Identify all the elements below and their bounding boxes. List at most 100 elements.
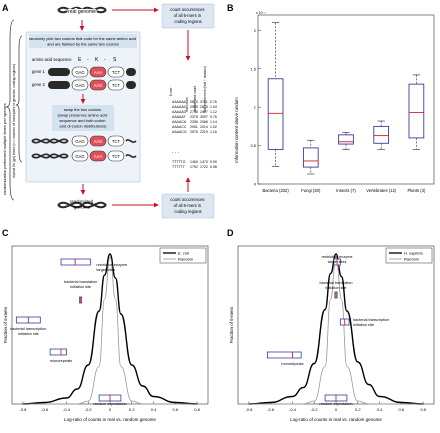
xtick-label: -0.8 [245,407,253,412]
panel-label-a: A [2,3,9,13]
pick-box-text: randomly pick two codons that code for t… [29,36,138,47]
annotation-label: monorepeats [50,359,72,363]
randomized-genome-label: randomized genome [70,199,95,210]
table-cell: 3097 [200,115,208,119]
b-ytick-label: 0.5 [250,143,256,148]
table-cell: 2738 [190,110,198,114]
series-line-random [22,256,198,405]
table-cell: AAAAAG [172,110,187,114]
interval-box [266,351,302,359]
xtick-label: 0.2 [129,407,135,412]
annotation-label: target sites [96,268,115,272]
table-cell: 1.04 [210,105,217,109]
table-cell: 1722 [200,165,208,169]
ylabel: Fraction of 6-mers [3,306,8,343]
b-category-label: Vertebrates (12) [366,188,397,193]
side-outer-label: randomization performed multiple times p… [2,103,7,195]
table-cell: 3751 [200,100,208,104]
annotation-label: restriction enzyme [96,263,127,267]
b-box [338,134,354,145]
annotation-label: initiation site [353,323,374,327]
table-cell: 1.14 [210,120,217,124]
xtick-label: 0.4 [377,407,383,412]
table-cell: 2376 [190,115,198,119]
b-ytick-label: 2 [254,28,257,33]
after-gene1: GAG AAG TCT [31,135,137,147]
g1-codon-1: GAG [75,70,84,75]
table-cell: AAAAAT [172,115,186,119]
b-category-label: Fungi (30) [301,188,321,193]
interval-box [49,348,67,356]
xtick-label: 0 [109,407,112,412]
table-cell: 2576 [190,130,198,134]
svg-text:AAG: AAG [94,139,103,144]
table-headers: 6-mer real count randomized count fold enri… [169,66,207,112]
panel-b-boxplot: x 10⁻³ Information content above random … [234,11,435,193]
table-header: fold enrichment (real ÷ random) [203,66,207,112]
table-cell: 0.76 [210,100,217,104]
xtick-label: -0.6 [41,407,49,412]
b-box [267,78,284,150]
gene1-codons: GAG AAA TCT [48,66,136,78]
amino-acid-label: amino acid sequence [32,57,72,62]
table-cell: 2066 [200,120,208,124]
table-cell: 1.16 [210,130,217,134]
table-cell: 0.99 [210,160,217,164]
table-cell: 2427 [200,110,208,114]
panel-c-distribution: -0.8 -0.6 -0.4 -0.2 0 0.2 0.4 0.6 0.8 Log-ratio o… [3,245,209,422]
xtick-label: 0.6 [399,407,405,412]
annotation-label: initiation site [70,285,91,289]
annotation-label: monorepeats [281,362,303,366]
b-axes-frame [257,14,435,185]
table-cell: AAAACC [172,125,187,129]
xtick-label: -0.4 [63,407,71,412]
helix-real-icon [57,6,107,14]
svg-text:TCT: TCT [112,154,121,159]
annotation-label: restriction enzyme [322,255,353,259]
table-cell: 1470 [200,160,208,164]
interval-box [60,258,91,266]
swap-box-text: swap the two codons (swap preserves amin… [58,107,109,129]
table-cell: 2336 [190,120,198,124]
table-header: real count [185,97,189,112]
panel-a: real genome real genome count occurrence… [2,3,217,219]
table-ellipsis: . . . [172,149,179,155]
annotation-label: bacterial transcription [10,327,46,331]
annotation-label: initiation site [326,286,347,290]
after-gene2: GAG AAA TCT [31,150,137,162]
xtick-label: -0.2 [311,407,319,412]
panel-label-c: C [2,228,9,238]
panel-d-distribution: -0.8 -0.6 -0.4 -0.2 0 0.2 0.4 0.6 0.8 Log-ratio o… [229,245,435,422]
xtick-label: 0.4 [151,407,157,412]
legend-label-species: E. coli [178,251,189,256]
annotation-label: random expectation [319,402,352,406]
xtick-label: 0.8 [194,407,200,412]
table-cell: 0.98 [210,165,217,169]
table-cell: AAAAAA [172,100,187,104]
table-cell: 2874 [190,100,198,104]
xtick-label: 0.6 [173,407,179,412]
table-cell: 1792 [190,165,198,169]
aa-e: E [78,57,82,63]
b-box [373,125,390,144]
annotation-label: bacterial translation [320,281,353,285]
xtick-label: -0.2 [85,407,93,412]
b-category-label: Bacteria (332) [262,188,289,193]
aa-dash-2: - [104,57,106,63]
b-exponent: x 10⁻³ [256,11,266,15]
real-genome-label: real genome [68,9,96,15]
legend-label-random: Random [404,257,420,262]
table-header: 6-mer [169,86,173,96]
b-box [408,83,425,139]
table-cell: 1460 [190,160,198,164]
annotation-label: target sites [328,260,347,264]
xlabel: Log-ratio of counts in real vs. random g… [290,417,382,422]
ylabel: Fraction of 6-mers [229,306,234,343]
table-cell: 1.02 [210,125,217,129]
count-real-line-1: count occurrences [170,7,204,12]
xtick-label: -0.4 [289,407,297,412]
table-header: randomized count [193,86,197,112]
b-ytick-label: 1 [254,105,257,110]
annotation-label: initiation site [18,332,39,336]
